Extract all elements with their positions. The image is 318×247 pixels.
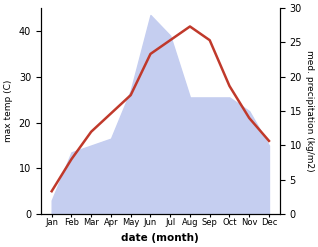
- Y-axis label: med. precipitation (kg/m2): med. precipitation (kg/m2): [305, 50, 314, 172]
- Y-axis label: max temp (C): max temp (C): [4, 80, 13, 142]
- X-axis label: date (month): date (month): [121, 233, 199, 243]
